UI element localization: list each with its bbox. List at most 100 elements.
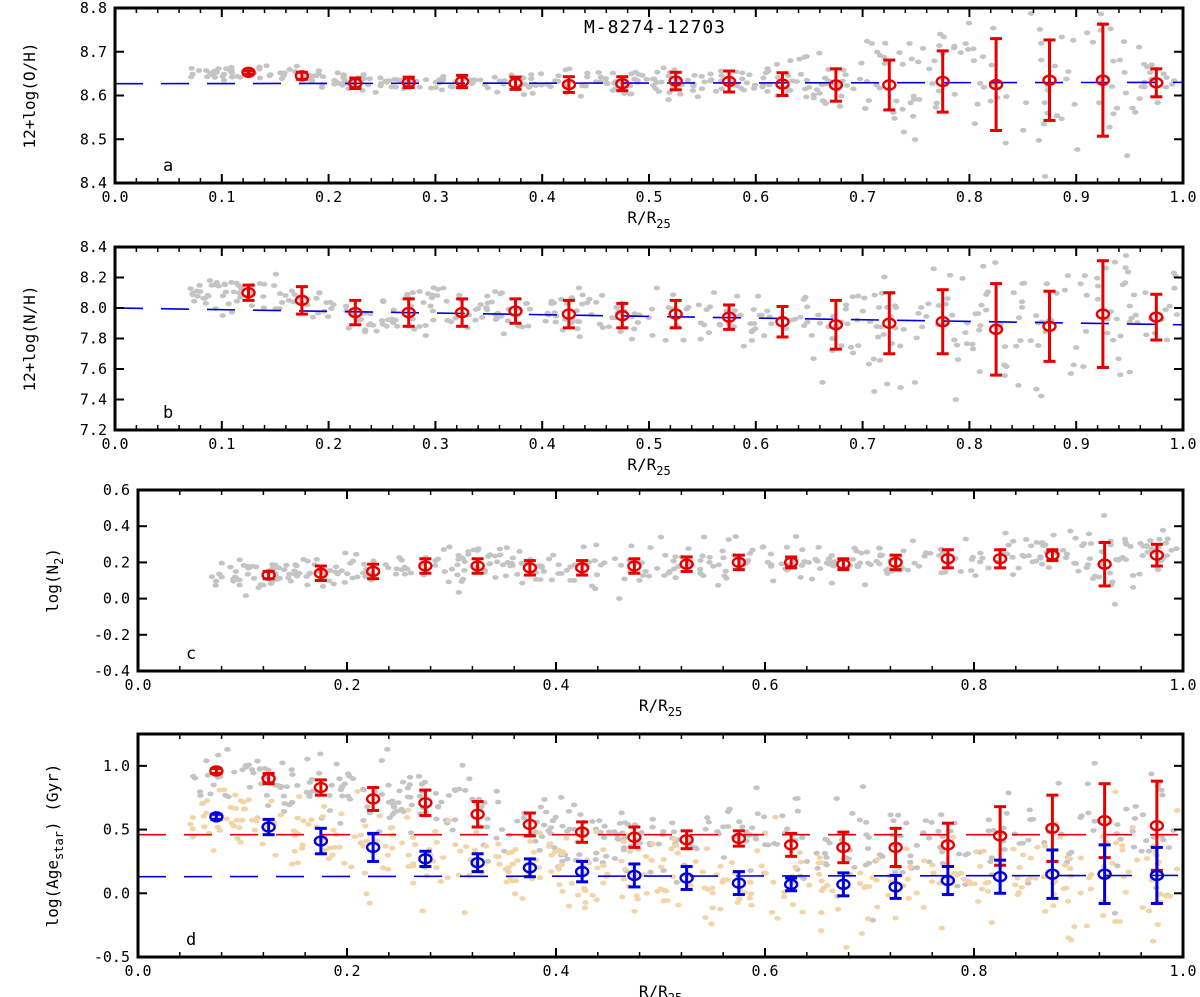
cloud-point	[316, 290, 323, 296]
cloud-point	[233, 298, 241, 304]
cloud-point	[796, 850, 803, 855]
cloud-point	[492, 575, 499, 580]
cloud-point	[415, 773, 423, 779]
cloud-point	[328, 782, 335, 788]
cloud-point	[1125, 269, 1132, 275]
x-axis-label: R/R25	[639, 982, 682, 997]
cloud-point	[593, 572, 601, 578]
cloud-point	[1059, 547, 1067, 553]
cloud-point	[559, 823, 566, 829]
cloud-point	[643, 76, 650, 82]
cloud-point	[803, 859, 811, 864]
cloud-point	[548, 869, 555, 874]
cloud-point	[1145, 908, 1153, 914]
cloud-point	[382, 843, 389, 849]
cloud-point	[189, 834, 197, 840]
cloud-point	[338, 568, 345, 574]
cloud-point	[406, 782, 413, 788]
data-point	[1097, 558, 1112, 570]
cloud-point	[1129, 573, 1137, 578]
cloud-point	[461, 568, 468, 573]
cloud-point	[806, 882, 813, 888]
cloud-point	[550, 552, 557, 558]
cloud-point	[798, 563, 805, 568]
data-point	[882, 317, 897, 329]
cloud-point	[706, 304, 714, 310]
x-axis-label: R/R25	[627, 208, 670, 231]
point-cloud	[187, 253, 1181, 403]
cloud-point	[360, 72, 367, 77]
cloud-point	[653, 285, 661, 291]
cloud-point	[353, 551, 360, 557]
cloud-point	[1143, 544, 1150, 550]
cloud-point	[227, 805, 234, 810]
cloud-point	[401, 571, 409, 577]
cloud-point	[968, 568, 975, 573]
data-point	[1149, 311, 1164, 323]
x-axis-label: R/R25	[627, 455, 670, 478]
cloud-point	[409, 290, 416, 296]
cloud-point	[720, 824, 727, 830]
data-point	[988, 78, 1004, 91]
x-tick-label: 0.0	[101, 435, 128, 453]
cloud-point	[520, 92, 528, 97]
cloud-point	[1154, 922, 1162, 927]
cloud-point	[813, 850, 820, 856]
cloud-point	[911, 560, 918, 566]
cloud-point	[1077, 281, 1084, 287]
data-point	[668, 75, 683, 87]
cloud-point	[990, 25, 997, 31]
cloud-point	[1016, 865, 1023, 870]
cloud-point	[545, 556, 553, 562]
cloud-point	[649, 333, 656, 338]
cloud-point	[864, 846, 872, 851]
cloud-point	[1150, 834, 1157, 840]
panel-letter: c	[186, 644, 196, 664]
cloud-point	[660, 857, 667, 862]
cloud-point	[552, 319, 559, 325]
cloud-point	[931, 58, 938, 64]
cloud-point	[621, 820, 629, 825]
cloud-point	[400, 809, 407, 815]
series-red	[241, 22, 1164, 138]
cloud-point	[1154, 100, 1161, 106]
cloud-point	[897, 385, 904, 390]
cloud-point	[647, 869, 654, 875]
cloud-point	[411, 842, 419, 847]
cloud-point	[861, 106, 869, 111]
cloud-point	[454, 572, 461, 578]
cloud-point	[1129, 585, 1137, 590]
cloud-point	[360, 561, 368, 567]
cloud-point	[1110, 58, 1117, 64]
cloud-point	[919, 324, 926, 330]
cloud-point	[443, 298, 450, 304]
cloud-point	[951, 337, 958, 343]
cloud-point	[492, 289, 499, 294]
cloud-point	[581, 905, 589, 911]
cloud-point	[854, 564, 862, 570]
cloud-point	[1063, 76, 1070, 82]
cloud-point	[987, 859, 994, 865]
cloud-point	[345, 771, 352, 777]
cloud-point	[1114, 822, 1121, 827]
cloud-point	[764, 842, 772, 848]
cloud-point	[847, 344, 855, 350]
cloud-point	[394, 323, 401, 329]
cloud-point	[762, 870, 769, 876]
cloud-point	[976, 80, 984, 86]
data-point	[721, 311, 737, 323]
y-tick-label: 8.2	[80, 269, 107, 287]
cloud-point	[541, 822, 548, 828]
cloud-point	[950, 45, 958, 51]
cloud-point	[245, 565, 252, 571]
cloud-point	[977, 559, 984, 565]
cloud-point	[1132, 109, 1139, 115]
cloud-point	[730, 324, 737, 329]
cloud-point	[822, 101, 829, 106]
cloud-point	[416, 84, 423, 90]
y-tick-label: -0.4	[94, 662, 130, 680]
x-axis-label: R/R25	[639, 696, 682, 719]
cloud-point	[1158, 787, 1165, 793]
cloud-point	[520, 815, 527, 821]
cloud-point	[592, 857, 599, 863]
